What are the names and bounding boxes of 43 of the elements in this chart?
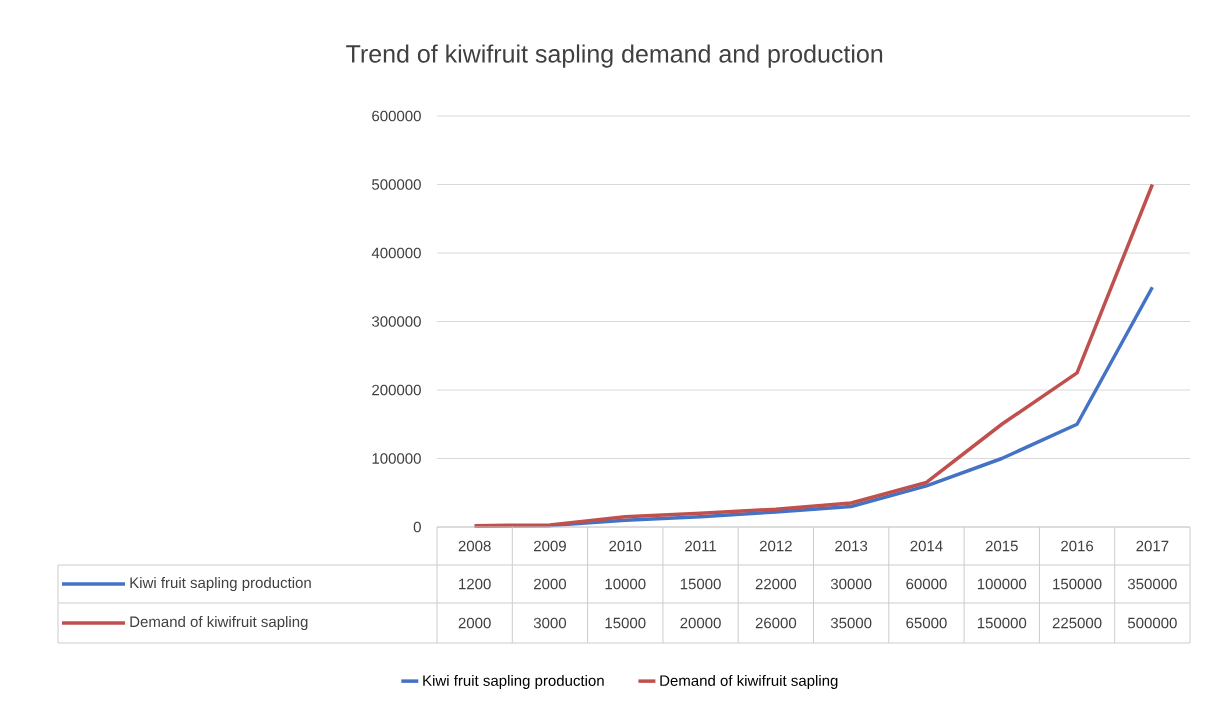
data-label: 26000: [755, 617, 797, 629]
y-tick-label: 400000: [371, 247, 421, 259]
x-tick-label: 2015: [985, 540, 1018, 552]
data-label: 30000: [830, 578, 872, 590]
y-tick-label: 300000: [372, 316, 421, 327]
data-label: 35000: [830, 617, 872, 629]
text: Kiwi fruit sapling production: [130, 577, 311, 591]
legend-label: Demand of kiwifruit sapling: [660, 674, 838, 689]
data-label: 20000: [680, 617, 721, 629]
legend-label: Kiwi fruit sapling production: [423, 674, 604, 689]
x-tick-label: 2016: [1061, 540, 1094, 552]
x-tick-label: 2017: [1136, 540, 1169, 552]
data-label: 60000: [906, 578, 947, 590]
x-tick-label: 2013: [835, 540, 868, 552]
data-label: 1200: [459, 578, 491, 590]
chart-title: Trend of kiwifruit sapling demand and production: [346, 44, 883, 68]
y-tick-label: 100000: [372, 453, 421, 464]
data-label: 500000: [1127, 617, 1177, 629]
y-tick-label: 0: [413, 521, 421, 533]
data-label: 3000: [533, 617, 567, 629]
data-label: 15000: [605, 617, 646, 629]
y-tick-label: 600000: [372, 110, 421, 122]
data-label: 2000: [534, 578, 567, 590]
line-series: [472, 182, 1155, 528]
data-label: 15000: [680, 578, 721, 590]
data-label: 2000: [458, 617, 491, 629]
data-label: 150000: [977, 617, 1027, 629]
text: Demand of kiwifruit sapling: [130, 616, 308, 630]
data-label: 100000: [977, 578, 1027, 590]
y-tick-label: 200000: [372, 384, 421, 396]
x-tick-label: 2011: [685, 540, 716, 552]
data-label: 65000: [906, 617, 947, 629]
data-label: 10000: [605, 578, 646, 590]
x-tick-label: 2010: [609, 540, 642, 552]
y-tick-label: 500000: [372, 179, 421, 190]
data-label: 150000: [1053, 578, 1102, 590]
x-tick-label: 2012: [759, 540, 792, 552]
x-tick-label: 2008: [458, 540, 491, 552]
x-tick-label: 2014: [910, 540, 943, 552]
data-label: 225000: [1052, 617, 1102, 629]
x-tick-label: 2009: [534, 540, 566, 552]
data-label: 350000: [1127, 578, 1177, 590]
data-label: 22000: [755, 578, 797, 590]
